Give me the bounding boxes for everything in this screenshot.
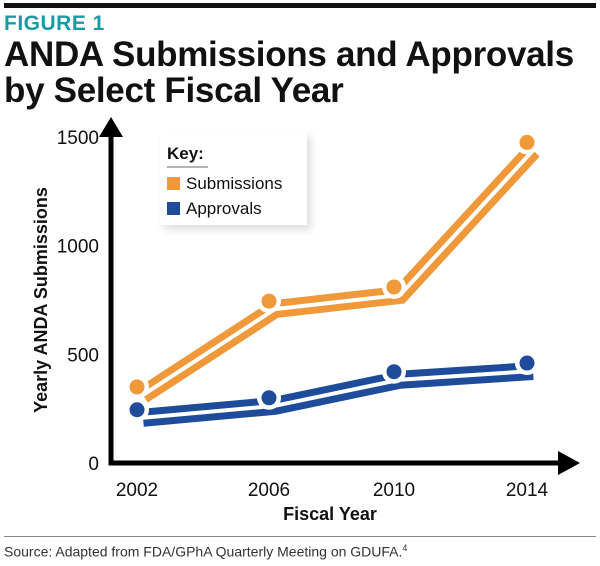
x-tick-label: 2014 <box>506 480 549 501</box>
data-point-submissions <box>261 293 277 309</box>
source-text: Source: Adapted from FDA/GPhA Quarterly … <box>4 543 403 560</box>
series-line-gap <box>142 369 534 420</box>
source-divider <box>4 536 596 537</box>
legend-swatch-approvals <box>167 202 180 215</box>
chart-title-line1: ANDA Submissions and Approvals <box>4 35 574 74</box>
x-tick-label: 2006 <box>248 480 290 501</box>
legend-swatch-submissions <box>167 177 180 190</box>
y-tick-label: 1500 <box>57 128 99 149</box>
footnote-ref: 4 <box>402 543 408 553</box>
x-tick-label: 2002 <box>116 480 158 501</box>
data-point-approvals <box>261 390 277 406</box>
data-point-submissions <box>129 379 145 395</box>
y-tick-label: 500 <box>67 345 99 366</box>
y-tick-label: 1000 <box>57 237 99 258</box>
series-line-gap <box>141 149 535 397</box>
x-tick-label: 2010 <box>373 480 415 501</box>
data-point-approvals <box>386 364 402 380</box>
legend-title: Key: <box>167 144 204 163</box>
y-axis-label: Yearly ANDA Submissions <box>31 187 51 413</box>
figure-label: FIGURE 1 <box>4 12 105 35</box>
x-axis-label: Fiscal Year <box>283 504 377 524</box>
legend-label-submissions: Submissions <box>186 174 282 193</box>
data-point-submissions <box>386 279 402 295</box>
source-note: Source: Adapted from FDA/GPhA Quarterly … <box>4 543 407 560</box>
data-point-approvals <box>129 402 145 418</box>
data-point-approvals <box>519 355 535 371</box>
chart-title: ANDA Submissions and Approvals by Select… <box>4 37 574 109</box>
chart-title-line2: by Select Fiscal Year <box>4 71 344 110</box>
data-point-submissions <box>519 134 535 150</box>
top-rule <box>4 3 596 8</box>
y-tick-label: 0 <box>88 454 99 475</box>
x-axis-arrow-icon <box>558 451 580 475</box>
y-axis-arrow-icon <box>99 117 123 137</box>
legend-box <box>160 131 307 225</box>
legend-label-approvals: Approvals <box>186 199 262 218</box>
